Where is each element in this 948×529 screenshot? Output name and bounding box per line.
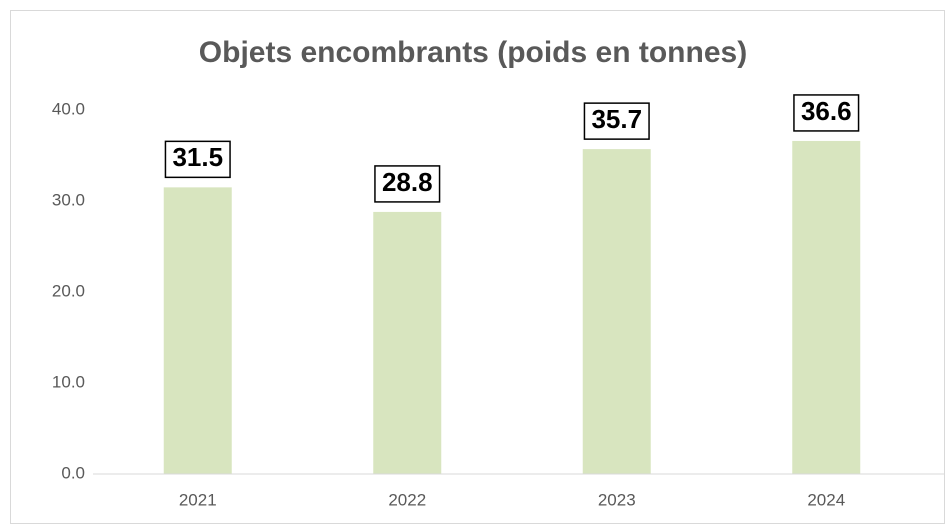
data-label: 31.5 xyxy=(172,142,223,172)
data-label: 36.6 xyxy=(801,96,852,126)
data-label-box xyxy=(793,94,860,132)
y-tick-label: 40.0 xyxy=(52,99,85,118)
bar xyxy=(792,140,861,474)
x-tick-label: 2022 xyxy=(388,490,426,509)
chart-title: Objets encombrants (poids en tonnes) xyxy=(199,36,747,69)
y-tick-label: 20.0 xyxy=(52,281,85,300)
data-label-box xyxy=(164,140,231,179)
bar xyxy=(163,187,232,474)
x-tick-label: 2023 xyxy=(598,490,636,509)
bar xyxy=(582,149,651,474)
data-label-box xyxy=(583,102,650,140)
x-tick-label: 2021 xyxy=(179,490,217,509)
data-label: 28.8 xyxy=(382,167,433,197)
data-label: 35.7 xyxy=(591,104,642,134)
x-tick-label: 2024 xyxy=(807,490,845,509)
y-tick-label: 30.0 xyxy=(52,190,85,209)
y-tick-label: 10.0 xyxy=(52,372,85,391)
data-label-box xyxy=(374,165,441,203)
y-tick-label: 0.0 xyxy=(61,463,85,482)
bar xyxy=(373,211,442,475)
